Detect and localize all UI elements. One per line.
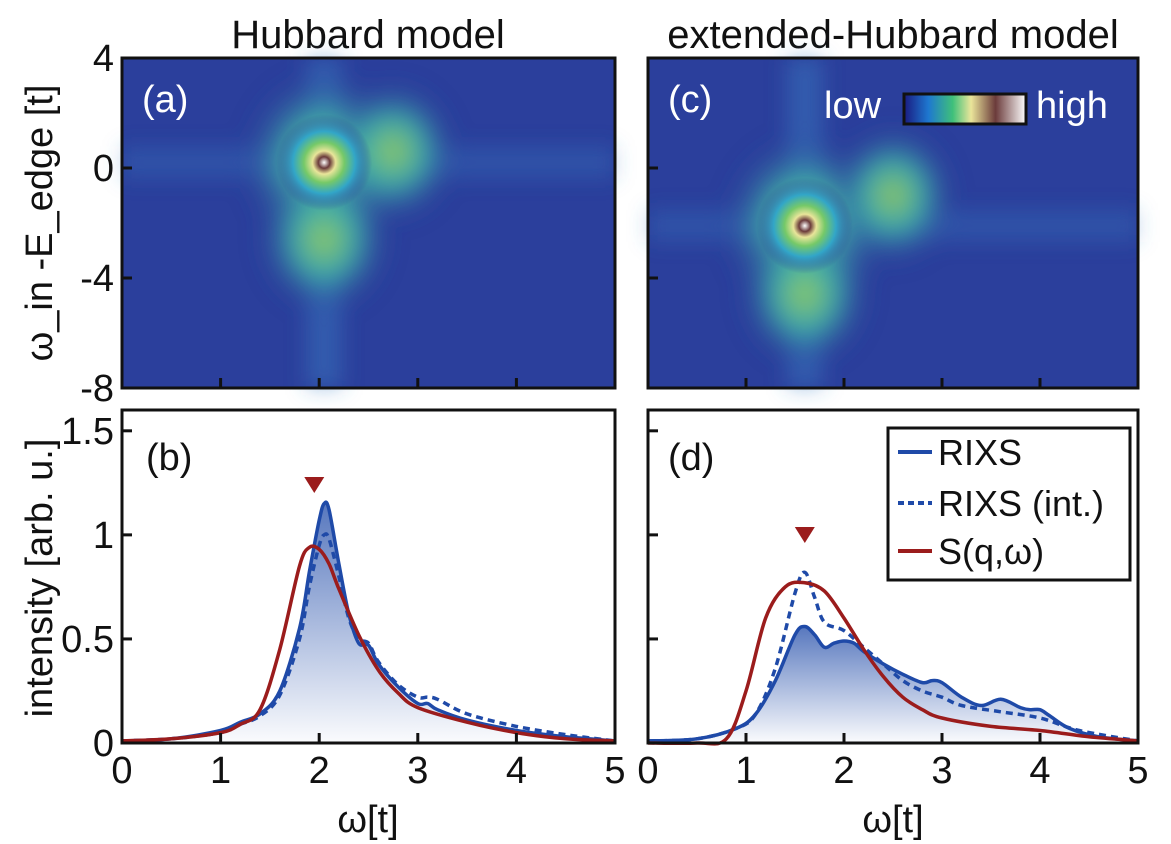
x-tick-label: 0 [111, 750, 132, 792]
y-tick-label: 0.5 [61, 619, 114, 661]
plot-frame [646, 408, 1140, 745]
x-tick-label: 4 [506, 750, 527, 792]
x-tick-label: 1 [210, 750, 231, 792]
line-panel-b: (b) [120, 408, 617, 745]
x-tick-label: 4 [1029, 750, 1050, 792]
series-line-s-q [121, 544, 616, 743]
x-axis-label-d: ω[t] [862, 799, 923, 841]
rixs-area-fill [648, 626, 1138, 743]
legend-label-rixs: RIXS [938, 432, 1022, 473]
colorbar [902, 92, 1028, 126]
legend-label-sqw: S(q,ω) [938, 531, 1044, 572]
x-tick-label: 1 [735, 750, 756, 792]
x-tick-label: 3 [407, 750, 428, 792]
x-axis-label-b: ω[t] [337, 799, 398, 841]
panel-label-d: (d) [668, 437, 714, 479]
legend-label-rixs-int: RIXS (int.) [938, 483, 1104, 524]
y-tick-label: -4 [80, 258, 114, 300]
heatmap-peak [276, 114, 373, 211]
plot-frame [120, 408, 617, 745]
peak-marker-triangle [304, 477, 325, 494]
heatmap-panel-a: (a) [120, 56, 617, 390]
title-extended-hubbard: extended-Hubbard model [667, 13, 1118, 57]
peak-marker-triangle [794, 526, 815, 543]
heatmap-peak [756, 177, 853, 274]
heatmap-panel-c: (c) low high [646, 56, 1140, 390]
x-tick-label: 5 [604, 750, 625, 792]
rixs-area-fill [122, 502, 615, 743]
heatmap-frame [120, 56, 617, 390]
panel-label-c: (c) [668, 79, 712, 121]
series-line-rixs [647, 624, 1139, 743]
x-tick-label: 2 [833, 750, 854, 792]
y-tick-label: -8 [80, 368, 114, 410]
x-tick-label: 3 [931, 750, 952, 792]
heatmap-frame [646, 56, 1140, 390]
y-tick-label: 1 [93, 515, 114, 557]
panel-label-b: (b) [146, 437, 192, 479]
y-tick-label: 1.5 [61, 411, 114, 453]
y-tick-label: 4 [93, 38, 114, 80]
series-line-s-q [647, 580, 1139, 746]
y-tick-label: 0 [93, 723, 114, 765]
legend: RIXS RIXS (int.) S(q,ω) [886, 426, 1132, 582]
title-hubbard: Hubbard model [231, 13, 505, 57]
y-axis-label-intensity: intensity [arb. u.] [19, 439, 61, 718]
y-tick-label: 0 [93, 148, 114, 190]
line-panel-d: (d) RIXS RIXS (int.) S(q,ω) [646, 408, 1140, 746]
panel-label-a: (a) [142, 79, 188, 121]
y-axis-label-omega-in: ω_in -E_edge [t] [19, 85, 61, 362]
x-tick-label: 2 [309, 750, 330, 792]
x-tick-label: 0 [637, 750, 658, 792]
colorbar-low-label: low [824, 85, 882, 127]
series-line-rixs-int [647, 570, 1139, 743]
heatmap-glow [828, 123, 958, 268]
x-tick-label: 5 [1127, 750, 1148, 792]
colorbar-high-label: high [1036, 85, 1108, 127]
